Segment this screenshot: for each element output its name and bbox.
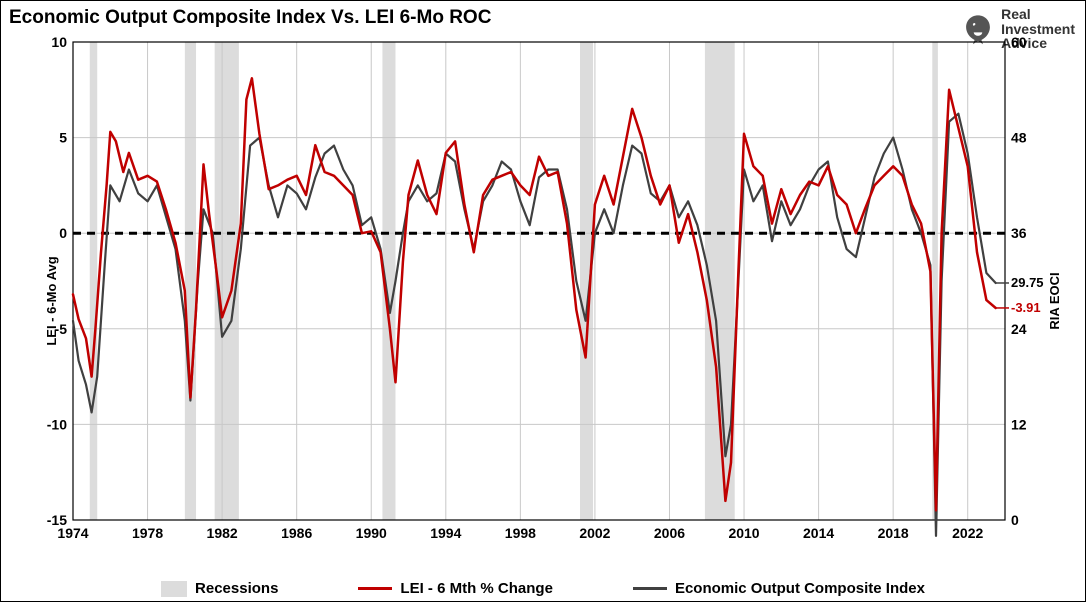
svg-text:2006: 2006 bbox=[654, 525, 685, 541]
legend-lei-label: LEI - 6 Mth % Change bbox=[400, 580, 553, 597]
svg-text:2002: 2002 bbox=[579, 525, 610, 541]
svg-text:1986: 1986 bbox=[281, 525, 312, 541]
svg-text:0: 0 bbox=[59, 225, 67, 241]
svg-text:1998: 1998 bbox=[505, 525, 536, 541]
svg-text:60: 60 bbox=[1011, 36, 1027, 50]
svg-text:1974: 1974 bbox=[57, 525, 88, 541]
chart-plot: -15-10-505100122436486019741978198219861… bbox=[31, 36, 1053, 546]
svg-text:2010: 2010 bbox=[728, 525, 759, 541]
svg-text:1990: 1990 bbox=[356, 525, 387, 541]
svg-text:1994: 1994 bbox=[430, 525, 461, 541]
legend-recessions-label: Recessions bbox=[195, 580, 278, 597]
svg-text:-5: -5 bbox=[55, 321, 68, 337]
svg-text:36: 36 bbox=[1011, 225, 1027, 241]
legend: Recessions LEI - 6 Mth % Change Economic… bbox=[1, 580, 1085, 597]
lei-swatch bbox=[358, 587, 392, 590]
legend-eoci: Economic Output Composite Index bbox=[633, 580, 925, 597]
svg-text:1978: 1978 bbox=[132, 525, 163, 541]
svg-text:2018: 2018 bbox=[878, 525, 909, 541]
chart-container: Economic Output Composite Index Vs. LEI … bbox=[0, 0, 1086, 602]
svg-text:2022: 2022 bbox=[952, 525, 983, 541]
end-label-lei: -3.91 bbox=[1011, 300, 1041, 315]
svg-text:1982: 1982 bbox=[207, 525, 238, 541]
recession-swatch bbox=[161, 581, 187, 597]
svg-text:10: 10 bbox=[51, 36, 67, 50]
chart-title: Economic Output Composite Index Vs. LEI … bbox=[9, 7, 491, 29]
svg-text:0: 0 bbox=[1011, 512, 1019, 528]
svg-text:48: 48 bbox=[1011, 130, 1027, 146]
legend-lei: LEI - 6 Mth % Change bbox=[358, 580, 553, 597]
svg-text:5: 5 bbox=[59, 130, 67, 146]
legend-eoci-label: Economic Output Composite Index bbox=[675, 580, 925, 597]
svg-text:12: 12 bbox=[1011, 416, 1027, 432]
svg-text:2014: 2014 bbox=[803, 525, 834, 541]
svg-text:24: 24 bbox=[1011, 321, 1027, 337]
legend-recessions: Recessions bbox=[161, 580, 278, 597]
end-label-eoci: 29.75 bbox=[1011, 275, 1044, 290]
svg-text:-10: -10 bbox=[47, 416, 67, 432]
eoci-swatch bbox=[633, 587, 667, 590]
